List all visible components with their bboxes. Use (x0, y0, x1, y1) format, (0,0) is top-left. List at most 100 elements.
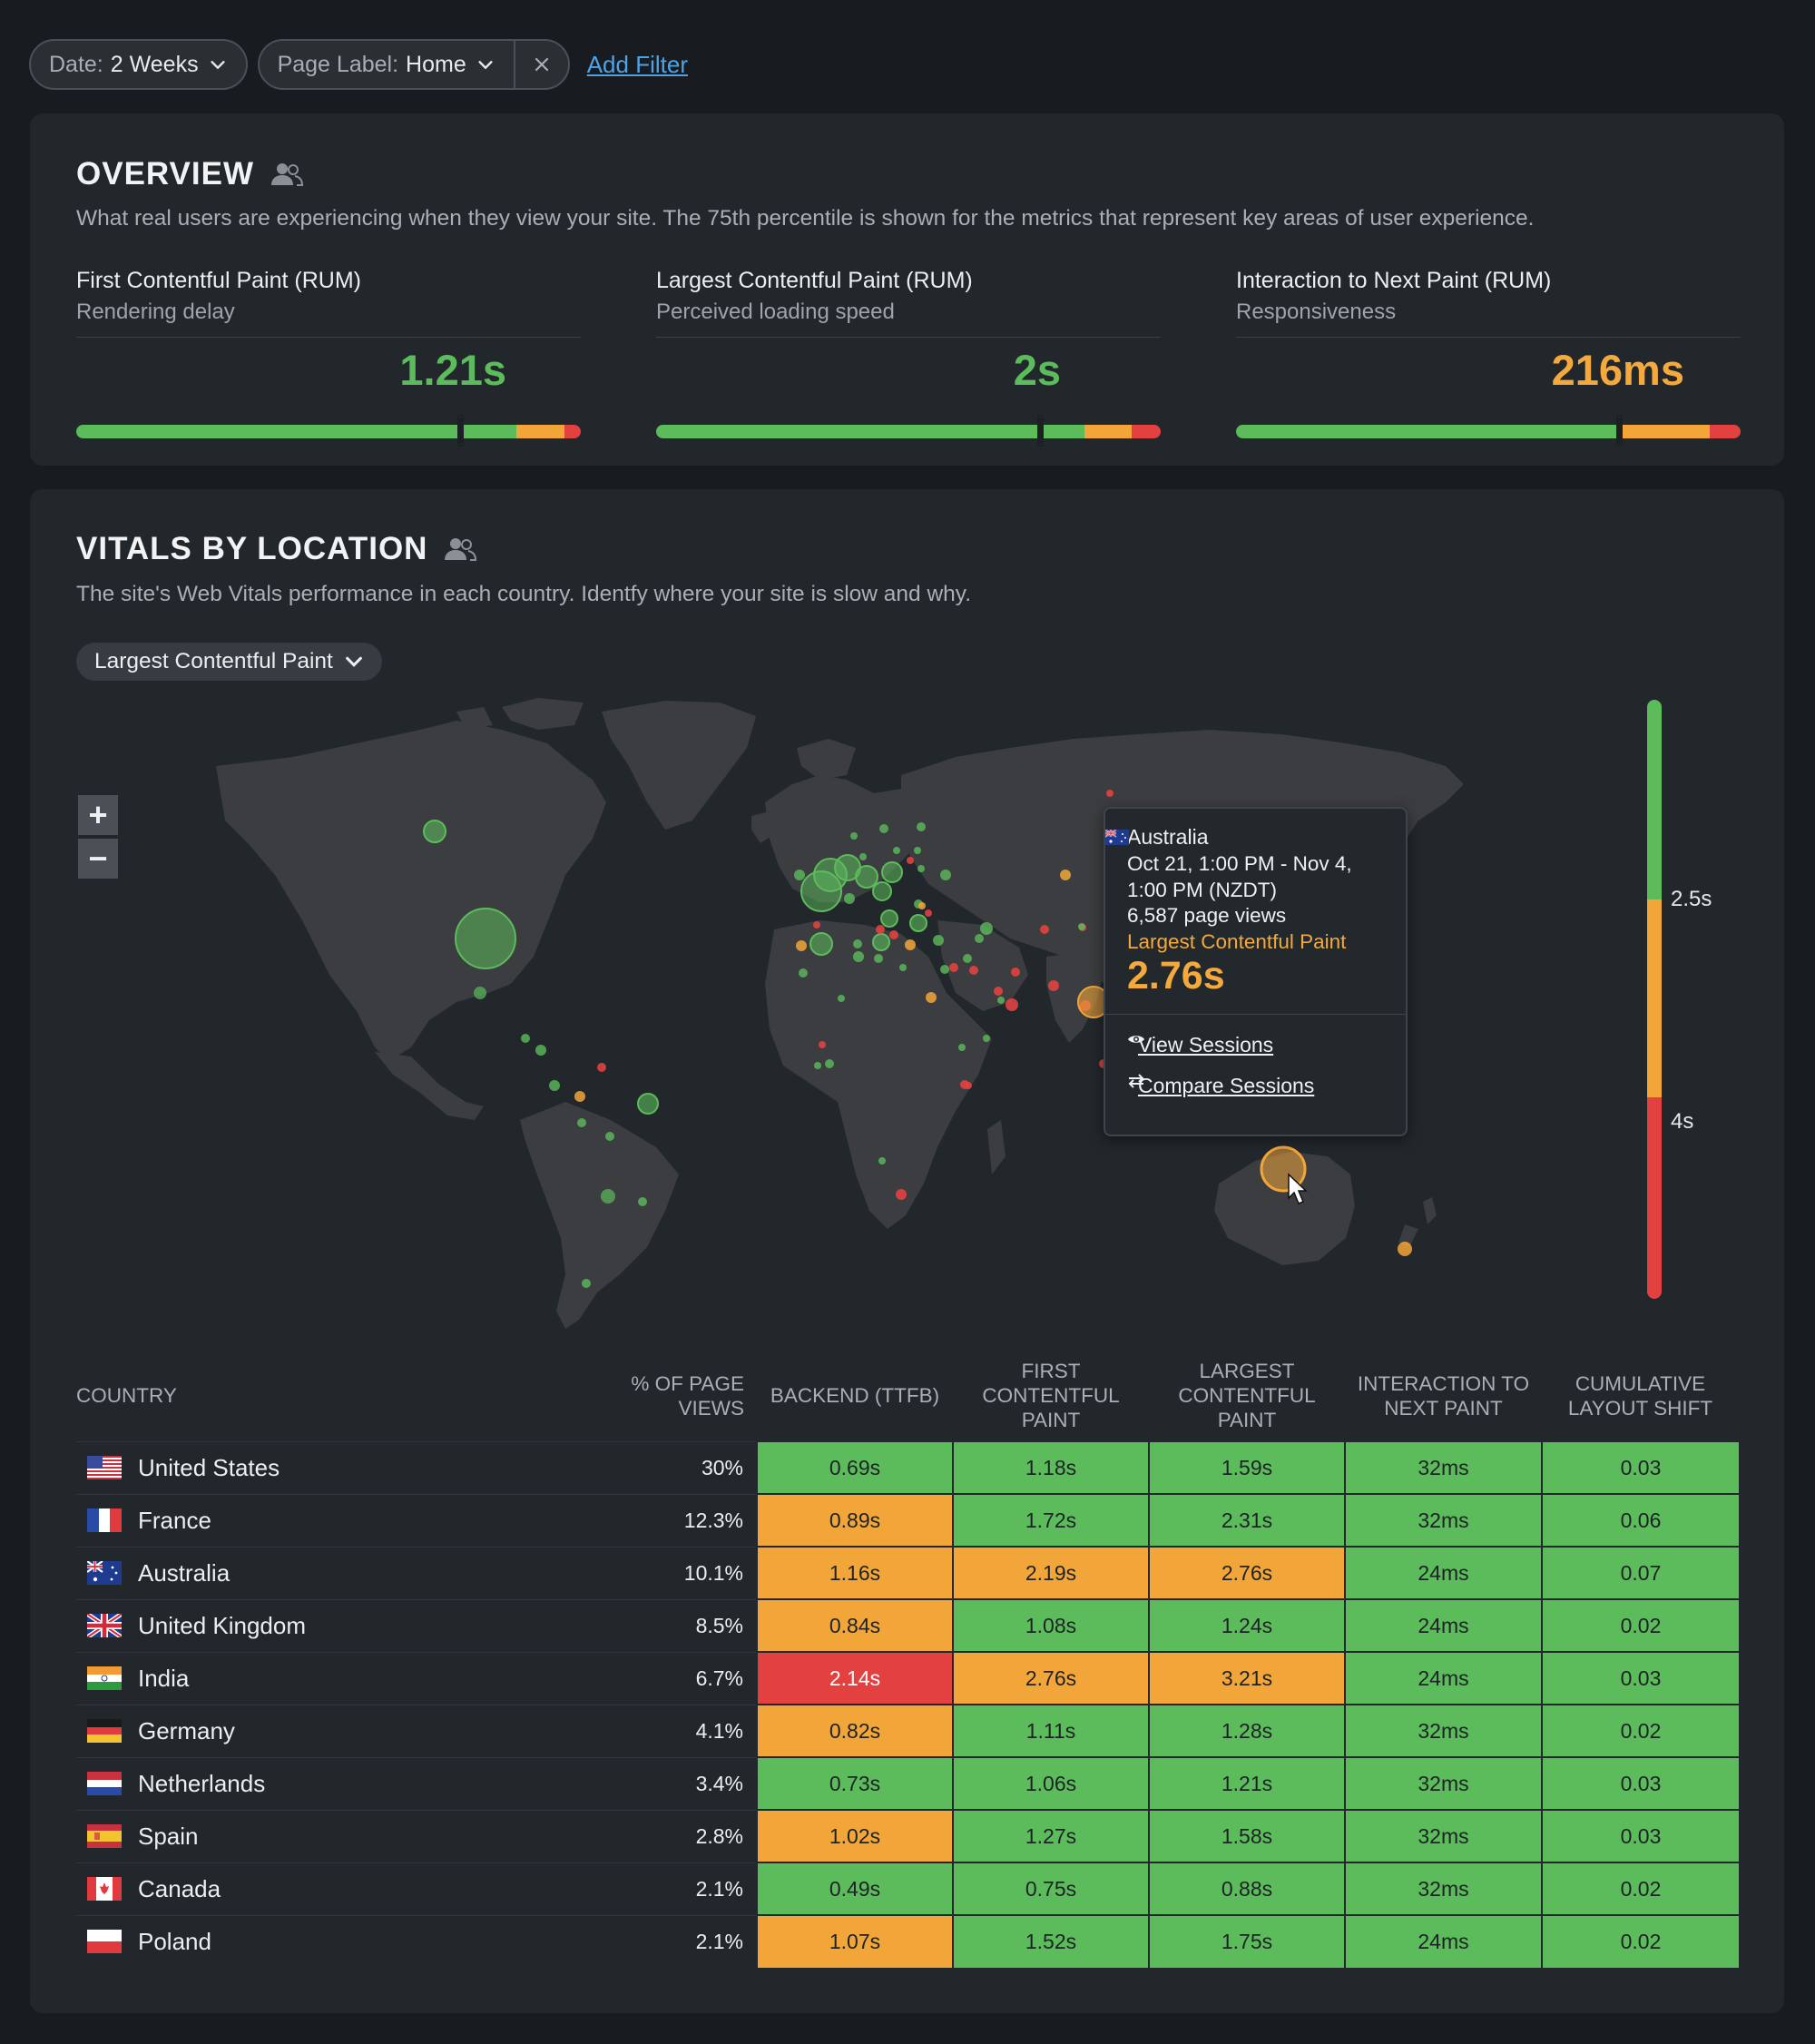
cls-cell: 0.06 (1541, 1493, 1739, 1547)
vitals-title: VITALS BY LOCATION (76, 531, 477, 567)
column-header-cls[interactable]: CUMULATIVE LAYOUT SHIFT (1567, 1371, 1713, 1420)
france-flag-icon (87, 1508, 122, 1532)
column-header-ttfb[interactable]: BACKEND (TTFB) (770, 1384, 940, 1407)
metric-title: Interaction to Next Paint (RUM) (1236, 268, 1552, 293)
date-filter-value: 2 Weeks (110, 51, 199, 77)
table-row[interactable]: Australia 10.1% 1.16s 2.19s 2.76s 24ms 0.07 (76, 1546, 1739, 1599)
page-views-cell: 2.1% (584, 1862, 757, 1915)
uk-flag-icon (87, 1614, 122, 1637)
lcp-cell: 1.28s (1148, 1704, 1345, 1757)
ttfb-cell: 0.84s (756, 1598, 953, 1652)
fcp-cell: 1.08s (952, 1598, 1149, 1652)
overview-card: OVERVIEW What real users are experiencin… (30, 113, 1784, 466)
overview-description: What real users are experiencing when th… (76, 206, 1535, 231)
metric-title: First Contentful Paint (RUM) (76, 268, 361, 293)
metric-fcp: First Contentful Paint (RUM) Rendering d… (76, 268, 581, 447)
cursor-icon (1288, 1173, 1308, 1204)
column-header-lcp[interactable]: LARGEST CONTENTFUL PAINT (1178, 1360, 1316, 1431)
fcp-cell: 0.75s (952, 1862, 1149, 1915)
ttfb-cell: 0.82s (756, 1704, 953, 1757)
table-row[interactable]: India 6.7% 2.14s 2.76s 3.21s 24ms 0.03 (76, 1651, 1739, 1705)
cls-cell: 0.02 (1541, 1914, 1739, 1968)
p75-marker (1037, 415, 1044, 447)
table-header-row: COUNTRY % OF PAGE VIEWS BACKEND (TTFB) F… (76, 1351, 1739, 1441)
ttfb-cell: 1.16s (756, 1546, 953, 1599)
table-row[interactable]: Germany 4.1% 0.82s 1.11s 1.28s 32ms 0.02 (76, 1704, 1739, 1757)
lcp-cell: 1.24s (1148, 1598, 1345, 1652)
divider (76, 337, 581, 338)
table-row[interactable]: United Kingdom 8.5% 0.84s 1.08s 1.24s 24ms 0.0… (76, 1598, 1739, 1652)
compare-arrows-icon (1128, 1074, 1144, 1088)
overview-title: OVERVIEW (76, 156, 304, 192)
india-flag-icon (87, 1666, 122, 1690)
metric-bar (656, 425, 1161, 438)
us-flag-icon (87, 1456, 122, 1479)
page-label-key: Page Label: (277, 51, 399, 77)
metric-dropdown[interactable]: Largest Contentful Paint (76, 643, 382, 681)
canada-flag-icon (87, 1877, 122, 1901)
page-views-cell: 30% (584, 1440, 757, 1494)
country-name: United States (138, 1453, 280, 1481)
divider (656, 337, 1161, 338)
australia-flag-icon (1105, 830, 1129, 845)
page-views-cell: 12.3% (584, 1493, 757, 1547)
inp-cell: 32ms (1344, 1493, 1542, 1547)
ttfb-cell: 1.07s (756, 1914, 953, 1968)
lcp-cell: 1.21s (1148, 1756, 1345, 1810)
country-name: Australia (138, 1558, 231, 1587)
country-cell: India (76, 1651, 584, 1705)
zoom-out-button[interactable]: − (78, 839, 118, 879)
metric-title: Largest Contentful Paint (RUM) (656, 268, 973, 293)
inp-cell: 32ms (1344, 1862, 1542, 1915)
page-label-dropdown[interactable]: Page Label: Home (260, 41, 514, 88)
inp-cell: 32ms (1344, 1756, 1542, 1810)
legend-threshold-mid: 2.5s (1671, 887, 1712, 911)
ttfb-cell: 1.02s (756, 1809, 953, 1862)
tooltip-metric-name: Largest Contentful Paint (1127, 930, 1347, 953)
country-name: France (138, 1506, 211, 1534)
column-header-country[interactable]: COUNTRY (76, 1384, 177, 1408)
table-row[interactable]: Canada 2.1% 0.49s 0.75s 0.88s 32ms 0.02 (76, 1862, 1739, 1915)
country-cell: Canada (76, 1862, 584, 1915)
australia-flag-icon (87, 1561, 122, 1585)
tooltip-page-views: 6,587 page views (1127, 904, 1287, 927)
fcp-cell: 1.06s (952, 1756, 1149, 1810)
metric-bar (76, 425, 581, 438)
add-filter-link[interactable]: Add Filter (586, 50, 688, 78)
metric-value: 1.21s (399, 346, 506, 394)
table-row[interactable]: Netherlands 3.4% 0.73s 1.06s 1.21s 32ms 0.03 (76, 1756, 1739, 1810)
remove-filter-button[interactable] (513, 41, 568, 88)
metric-inp: Interaction to Next Paint (RUM) Responsi… (1236, 268, 1741, 447)
fcp-cell: 1.27s (952, 1809, 1149, 1862)
column-header-inp[interactable]: INTERACTION TO NEXT PAINT (1357, 1371, 1530, 1420)
close-icon (535, 57, 548, 72)
page-views-cell: 2.8% (584, 1809, 757, 1862)
table-row[interactable]: United States 30% 0.69s 1.18s 1.59s 32ms 0.03 (76, 1440, 1739, 1494)
table-row[interactable]: Poland 2.1% 1.07s 1.52s 1.75s 24ms 0.02 (76, 1914, 1739, 1968)
country-cell: United Kingdom (76, 1598, 584, 1652)
date-filter[interactable]: Date: 2 Weeks (29, 39, 248, 90)
column-header-fcp[interactable]: FIRST CONTENTFUL PAINT (982, 1360, 1120, 1431)
tooltip-country: Australia (1127, 825, 1209, 849)
column-header-page-views[interactable]: % OF PAGE VIEWS (631, 1371, 744, 1420)
fcp-cell: 1.11s (952, 1704, 1149, 1757)
vitals-card: VITALS BY LOCATION The site's Web Vitals… (30, 489, 1784, 2013)
country-name: Canada (138, 1874, 221, 1902)
page-views-cell: 3.4% (584, 1756, 757, 1810)
table-row[interactable]: France 12.3% 0.89s 1.72s 2.31s 32ms 0.06 (76, 1493, 1739, 1547)
page-views-cell: 8.5% (584, 1598, 757, 1652)
zoom-in-button[interactable]: + (78, 795, 118, 835)
tooltip-date-range: Oct 21, 1:00 PM - Nov 4, 1:00 PM (NZDT) (1127, 852, 1352, 901)
ttfb-cell: 0.73s (756, 1756, 953, 1810)
view-sessions-link[interactable]: View Sessions (1127, 1033, 1273, 1057)
fcp-cell: 2.76s (952, 1651, 1149, 1705)
world-map[interactable]: + − 2.5s 4s Australia Oct 21, 1:00 PM - … (30, 693, 1784, 1329)
country-name: Poland (138, 1927, 211, 1955)
ttfb-cell: 0.69s (756, 1440, 953, 1494)
ttfb-cell: 2.14s (756, 1651, 953, 1705)
compare-sessions-link[interactable]: Compare Sessions (1127, 1074, 1314, 1098)
country-name: United Kingdom (138, 1611, 306, 1639)
cls-cell: 0.07 (1541, 1546, 1739, 1599)
view-sessions-label: View Sessions (1138, 1033, 1274, 1056)
table-row[interactable]: Spain 2.8% 1.02s 1.27s 1.58s 32ms 0.03 (76, 1809, 1739, 1862)
